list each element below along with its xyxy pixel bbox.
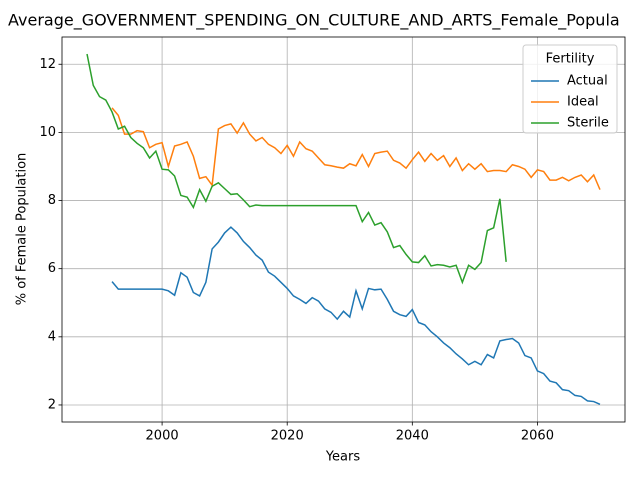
axes-frame bbox=[61, 36, 626, 423]
x-tick-label: 2020 bbox=[271, 429, 304, 444]
chart-title: Average_GOVERNMENT_SPENDING_ON_CULTURE_A… bbox=[8, 11, 620, 31]
line bbox=[86, 53, 507, 285]
legend-label: Sterile bbox=[567, 116, 609, 131]
line bbox=[111, 107, 601, 190]
x-tick-label: 2000 bbox=[146, 429, 179, 444]
x-axis-label: Years bbox=[325, 450, 361, 465]
y-tick-label: 4 bbox=[48, 329, 56, 344]
legend-label: Actual bbox=[567, 74, 608, 89]
y-tick-label: 6 bbox=[48, 261, 56, 276]
x-tick-label: 2060 bbox=[521, 429, 554, 444]
legend-label: Ideal bbox=[567, 95, 599, 110]
y-tick-label: 8 bbox=[48, 193, 56, 208]
y-tick-label: 10 bbox=[39, 125, 56, 140]
y-tick-label: 12 bbox=[39, 57, 56, 72]
y-tick-label: 2 bbox=[48, 397, 56, 412]
y-axis-label: % of Female Population bbox=[15, 153, 30, 306]
legend-title: Fertility bbox=[546, 52, 595, 67]
line bbox=[111, 226, 601, 405]
x-tick-label: 2040 bbox=[396, 429, 429, 444]
legend-box bbox=[522, 44, 618, 134]
